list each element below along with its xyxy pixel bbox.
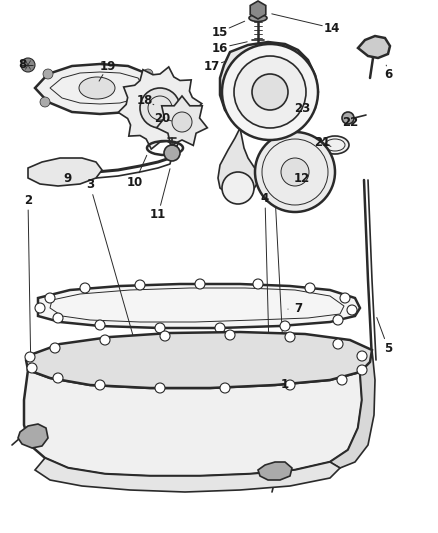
Circle shape [95, 380, 105, 390]
Circle shape [155, 383, 165, 393]
Ellipse shape [321, 136, 349, 154]
Circle shape [21, 58, 35, 72]
Text: 15: 15 [212, 26, 228, 38]
Circle shape [195, 279, 205, 289]
Circle shape [40, 97, 50, 107]
Text: 17: 17 [204, 60, 220, 72]
Text: 7: 7 [294, 302, 302, 314]
Text: 19: 19 [100, 60, 116, 72]
Circle shape [347, 305, 357, 315]
Circle shape [215, 323, 225, 333]
Circle shape [53, 313, 63, 323]
Circle shape [45, 293, 55, 303]
Circle shape [281, 158, 309, 186]
Polygon shape [157, 96, 207, 146]
Circle shape [253, 279, 263, 289]
Circle shape [225, 330, 235, 340]
Circle shape [140, 88, 180, 128]
Text: 21: 21 [314, 135, 330, 149]
Circle shape [252, 74, 288, 110]
Polygon shape [258, 462, 292, 480]
Circle shape [220, 383, 230, 393]
Text: 12: 12 [294, 172, 310, 184]
Circle shape [333, 315, 343, 325]
Text: 1: 1 [281, 378, 289, 392]
Circle shape [280, 321, 290, 331]
Polygon shape [35, 64, 155, 114]
Polygon shape [218, 128, 258, 196]
Circle shape [234, 56, 306, 128]
Polygon shape [28, 335, 370, 388]
Text: 14: 14 [324, 21, 340, 35]
Polygon shape [256, 158, 295, 182]
Text: 4: 4 [261, 191, 269, 205]
Text: 20: 20 [154, 111, 170, 125]
Circle shape [143, 69, 153, 79]
Circle shape [35, 303, 45, 313]
Circle shape [296, 99, 308, 111]
Circle shape [333, 339, 343, 349]
Polygon shape [24, 370, 362, 476]
Circle shape [285, 380, 295, 390]
Ellipse shape [249, 14, 267, 21]
Circle shape [357, 351, 367, 361]
Circle shape [164, 145, 180, 161]
Circle shape [222, 44, 318, 140]
Text: 6: 6 [384, 69, 392, 82]
Circle shape [50, 343, 60, 353]
Polygon shape [18, 424, 48, 448]
Circle shape [285, 332, 295, 342]
Polygon shape [38, 284, 360, 328]
Circle shape [147, 95, 157, 105]
Circle shape [135, 280, 145, 290]
Text: 16: 16 [212, 42, 228, 54]
Circle shape [100, 335, 110, 345]
Polygon shape [330, 350, 375, 468]
Circle shape [255, 132, 335, 212]
Text: 11: 11 [150, 208, 166, 222]
Polygon shape [220, 42, 318, 133]
Ellipse shape [79, 77, 115, 99]
Circle shape [342, 112, 354, 124]
Circle shape [222, 172, 254, 204]
Circle shape [172, 112, 192, 132]
Text: 23: 23 [294, 101, 310, 115]
Circle shape [337, 375, 347, 385]
Circle shape [340, 293, 350, 303]
Polygon shape [35, 458, 340, 492]
Circle shape [155, 323, 165, 333]
Text: 8: 8 [18, 59, 26, 71]
Polygon shape [358, 36, 390, 58]
Polygon shape [250, 1, 266, 19]
Text: 22: 22 [342, 116, 358, 128]
Circle shape [27, 363, 37, 373]
Text: 5: 5 [384, 342, 392, 354]
Text: 3: 3 [86, 179, 94, 191]
Circle shape [160, 331, 170, 341]
Polygon shape [28, 158, 102, 186]
Text: 10: 10 [127, 175, 143, 189]
Circle shape [25, 352, 35, 362]
Polygon shape [26, 332, 372, 388]
Circle shape [357, 365, 367, 375]
Circle shape [80, 283, 90, 293]
Circle shape [305, 283, 315, 293]
Circle shape [95, 320, 105, 330]
Text: 18: 18 [137, 93, 153, 107]
Polygon shape [118, 67, 202, 149]
Circle shape [53, 373, 63, 383]
Circle shape [43, 69, 53, 79]
Text: 2: 2 [24, 193, 32, 206]
Text: 9: 9 [64, 172, 72, 184]
